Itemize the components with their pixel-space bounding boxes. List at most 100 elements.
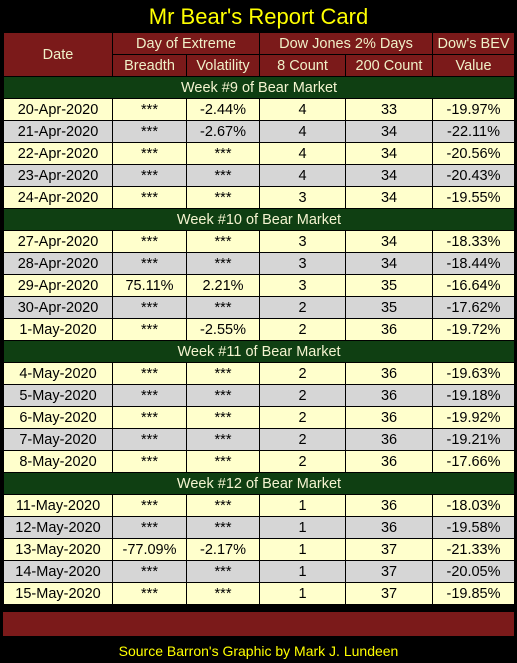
cell-breadth: *** [112, 98, 187, 121]
cell-volatility: *** [185, 494, 261, 517]
cell-breadth: *** [112, 252, 187, 275]
cell-breadth: *** [112, 296, 187, 319]
cell-date: 14-May-2020 [3, 560, 113, 583]
table-row: 6-May-2020 *** *** 2 36 -19.92% [3, 406, 516, 429]
week-label: Week #10 of Bear Market [2, 208, 516, 231]
cell-dows-bev: -18.44% [432, 252, 516, 275]
week-header-row: Week #12 of Bear Market [2, 472, 516, 495]
cell-date: 15-May-2020 [3, 582, 113, 605]
cell-dows-bev: -18.03% [432, 494, 516, 517]
table-row: 23-Apr-2020 *** *** 4 34 -20.43% [3, 164, 516, 187]
cell-dows-bev: -20.56% [432, 142, 516, 165]
cell-dows-bev: -19.85% [432, 582, 516, 605]
cell-8-count: 3 [259, 186, 347, 209]
cell-200-count: 34 [345, 120, 434, 143]
week-header-row: Week #10 of Bear Market [2, 208, 516, 231]
table-row: 5-May-2020 *** *** 2 36 -19.18% [3, 384, 516, 407]
col-header-volatility: Volatility [185, 54, 261, 77]
cell-breadth: *** [112, 164, 187, 187]
cell-volatility: *** [185, 516, 261, 539]
col-header-dows-bev: Dow's BEV [432, 32, 516, 55]
cell-volatility: 2.21% [185, 274, 261, 297]
cell-200-count: 35 [345, 274, 434, 297]
cell-date: 4-May-2020 [3, 362, 113, 385]
cell-8-count: 4 [259, 164, 347, 187]
cell-200-count: 37 [345, 582, 434, 605]
cell-200-count: 34 [345, 186, 434, 209]
cell-date: 29-Apr-2020 [3, 274, 113, 297]
cell-date: 1-May-2020 [3, 318, 113, 341]
cell-date: 21-Apr-2020 [3, 120, 113, 143]
col-header-200-count: 200 Count [345, 54, 434, 77]
cell-dows-bev: -19.58% [432, 516, 516, 539]
cell-volatility: *** [185, 362, 261, 385]
cell-8-count: 4 [259, 98, 347, 121]
cell-dows-bev: -19.63% [432, 362, 516, 385]
cell-breadth: *** [112, 362, 187, 385]
report-table: Date Day of Extreme Dow Jones 2% Days Do… [2, 32, 516, 605]
table-row: 29-Apr-2020 75.11% 2.21% 3 35 -16.64% [3, 274, 516, 297]
cell-dows-bev: -20.05% [432, 560, 516, 583]
report-title: Mr Bear's Report Card [148, 4, 369, 29]
table-row: 8-May-2020 *** *** 2 36 -17.66% [3, 450, 516, 473]
cell-date: 24-Apr-2020 [3, 186, 113, 209]
cell-dows-bev: -18.33% [432, 230, 516, 253]
cell-8-count: 3 [259, 252, 347, 275]
cell-volatility: *** [185, 450, 261, 473]
table-row: 14-May-2020 *** *** 1 37 -20.05% [3, 560, 516, 583]
cell-volatility: *** [185, 296, 261, 319]
col-header-8-count: 8 Count [259, 54, 347, 77]
cell-volatility: *** [185, 230, 261, 253]
cell-breadth: *** [112, 384, 187, 407]
cell-dows-bev: -16.64% [432, 274, 516, 297]
cell-date: 20-Apr-2020 [3, 98, 113, 121]
cell-8-count: 2 [259, 428, 347, 451]
cell-200-count: 34 [345, 252, 434, 275]
cell-dows-bev: -19.21% [432, 428, 516, 451]
cell-8-count: 2 [259, 384, 347, 407]
cell-200-count: 36 [345, 318, 434, 341]
table-row: 27-Apr-2020 *** *** 3 34 -18.33% [3, 230, 516, 253]
cell-volatility: *** [185, 560, 261, 583]
cell-8-count: 4 [259, 120, 347, 143]
cell-breadth: *** [112, 560, 187, 583]
cell-date: 27-Apr-2020 [3, 230, 113, 253]
cell-8-count: 3 [259, 230, 347, 253]
cell-date: 11-May-2020 [3, 494, 113, 517]
cell-volatility: -2.67% [185, 120, 261, 143]
cell-200-count: 37 [345, 538, 434, 561]
cell-volatility: -2.44% [185, 98, 261, 121]
cell-date: 23-Apr-2020 [3, 164, 113, 187]
cell-dows-bev: -19.92% [432, 406, 516, 429]
cell-200-count: 36 [345, 362, 434, 385]
cell-dows-bev: -17.66% [432, 450, 516, 473]
cell-200-count: 33 [345, 98, 434, 121]
table-row: 21-Apr-2020 *** -2.67% 4 34 -22.11% [3, 120, 516, 143]
cell-200-count: 36 [345, 428, 434, 451]
cell-8-count: 2 [259, 406, 347, 429]
cell-8-count: 1 [259, 538, 347, 561]
cell-volatility: *** [185, 142, 261, 165]
cell-volatility: *** [185, 384, 261, 407]
table-row: 11-May-2020 *** *** 1 36 -18.03% [3, 494, 516, 517]
table-row: 24-Apr-2020 *** *** 3 34 -19.55% [3, 186, 516, 209]
cell-8-count: 2 [259, 296, 347, 319]
cell-breadth: *** [112, 494, 187, 517]
table-row: 1-May-2020 *** -2.55% 2 36 -19.72% [3, 318, 516, 341]
cell-breadth: *** [112, 516, 187, 539]
cell-200-count: 36 [345, 450, 434, 473]
cell-8-count: 2 [259, 318, 347, 341]
cell-date: 22-Apr-2020 [3, 142, 113, 165]
cell-8-count: 2 [259, 450, 347, 473]
cell-dows-bev: -19.97% [432, 98, 516, 121]
week-label: Week #9 of Bear Market [2, 76, 516, 99]
cell-dows-bev: -19.55% [432, 186, 516, 209]
cell-200-count: 36 [345, 406, 434, 429]
table-row: 28-Apr-2020 *** *** 3 34 -18.44% [3, 252, 516, 275]
cell-dows-bev: -17.62% [432, 296, 516, 319]
col-header-breadth: Breadth [112, 54, 187, 77]
cell-breadth: -77.09% [112, 538, 187, 561]
cell-volatility: *** [185, 428, 261, 451]
cell-breadth: *** [112, 230, 187, 253]
